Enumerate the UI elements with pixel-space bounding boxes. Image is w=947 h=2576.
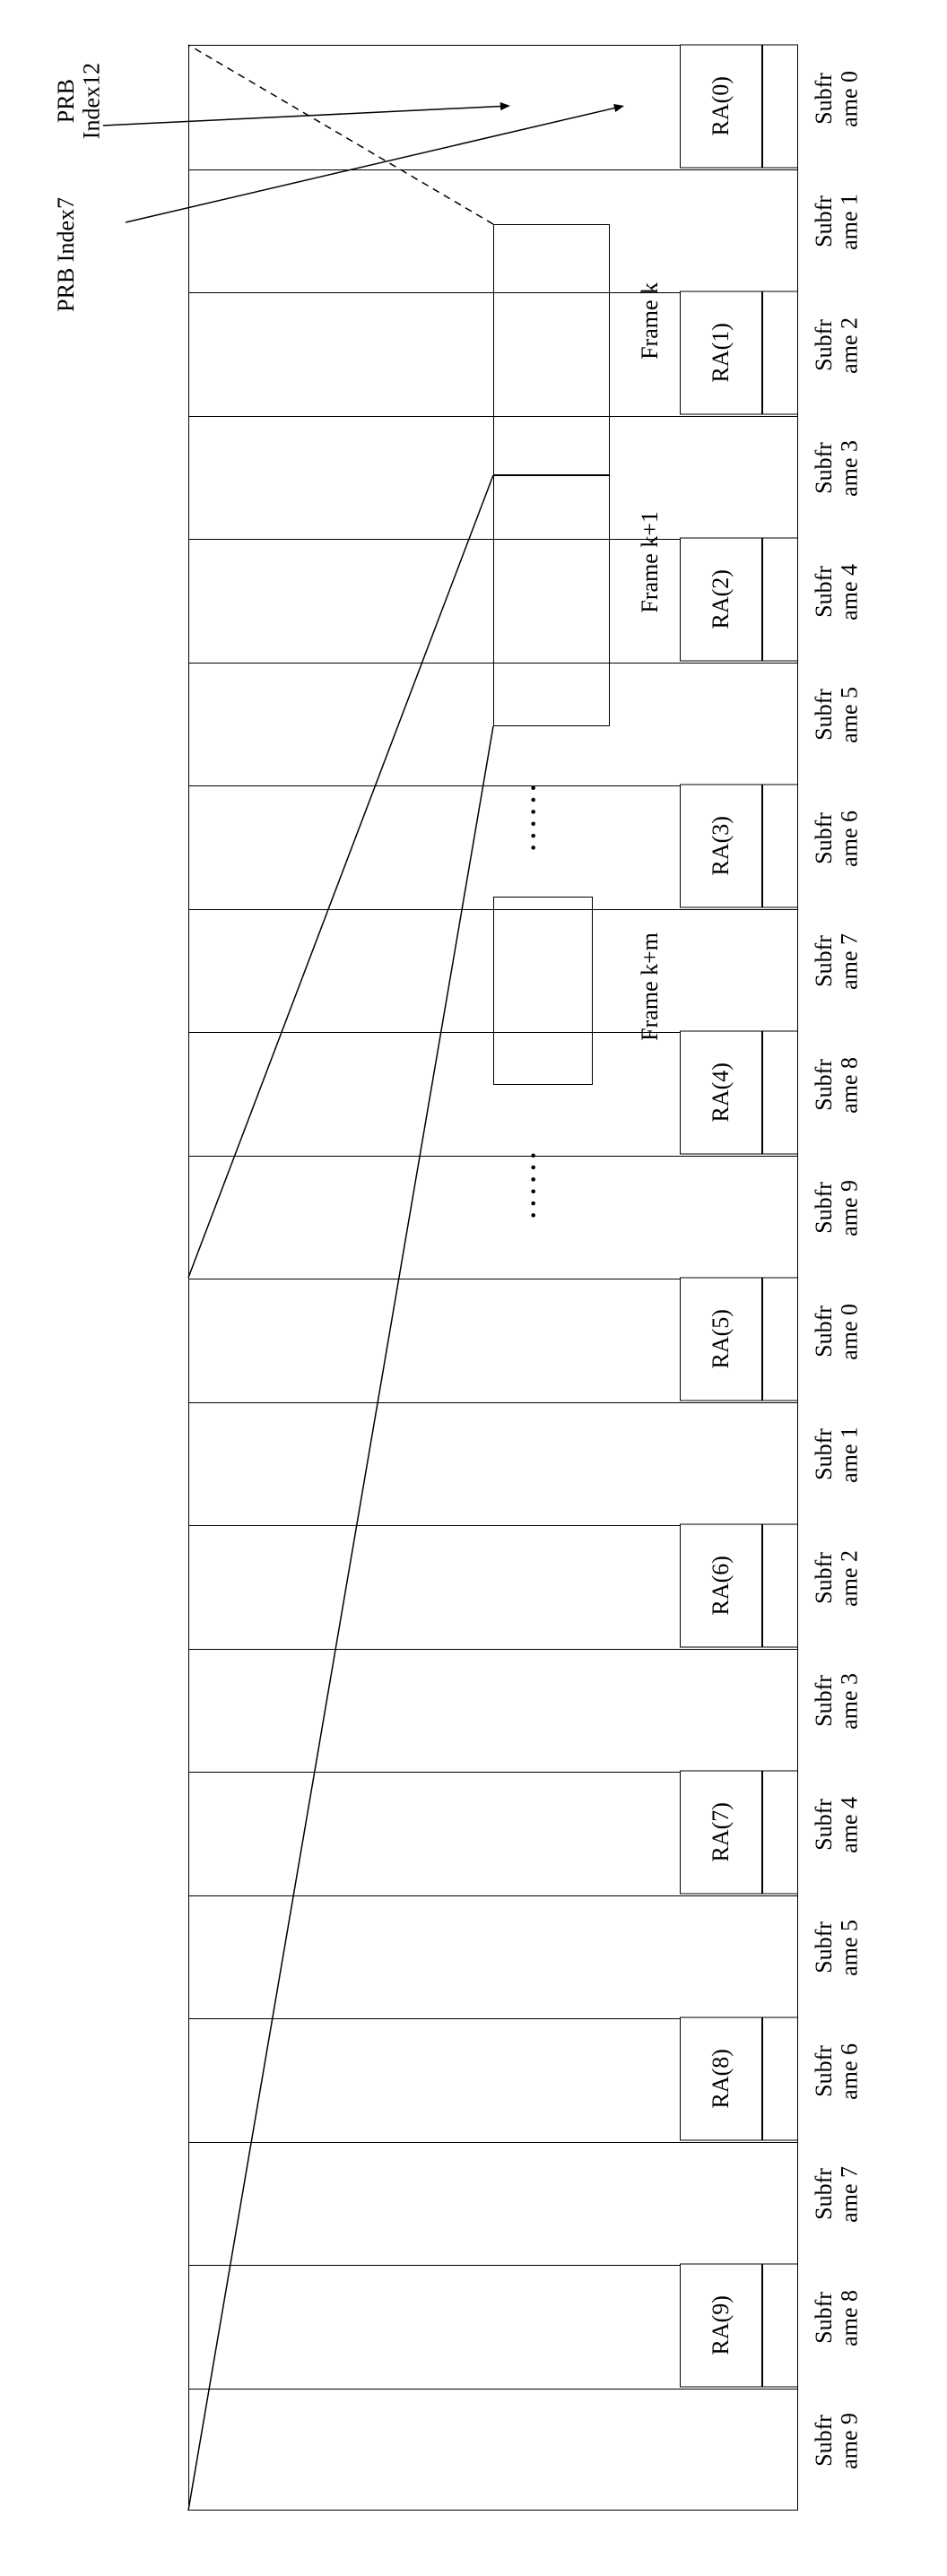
ra-slot: RA(3) <box>680 785 762 908</box>
subframe-label: Subfr ame 2 <box>812 1550 863 1607</box>
subframe-label: Subfr ame 4 <box>812 1797 863 1853</box>
subframe-label: Subfr ame 6 <box>812 2043 863 2100</box>
ra-slot: RA(2) <box>680 538 762 662</box>
subframe-label: Subfr ame 2 <box>812 317 863 374</box>
ra-slot: RA(9) <box>680 2264 762 2388</box>
subframe-label: Subfr ame 8 <box>812 1057 863 1114</box>
ra-slot: RA(7) <box>680 1771 762 1895</box>
subframe-label: Subfr ame 9 <box>812 1180 863 1236</box>
ra-slot: RA(8) <box>680 2017 762 2141</box>
subframe-label: Subfr ame 5 <box>812 1920 863 1976</box>
subframe-label: Subfr ame 3 <box>812 1673 863 1730</box>
ra-slot: RA(4) <box>680 1031 762 1155</box>
ra-slot: RA(6) <box>680 1524 762 1648</box>
subframe-label: Subfr ame 3 <box>812 440 863 497</box>
subframe-label: Subfr ame 9 <box>812 2413 863 2469</box>
ra-slot: RA(1) <box>680 291 762 415</box>
prb-label: PRB Index7 <box>54 197 80 312</box>
prb-label: PRB Index12 <box>54 63 105 139</box>
ra-slot: RA(0) <box>680 45 762 169</box>
subframe-label: Subfr ame 7 <box>812 933 863 990</box>
subframe-label: Subfr ame 0 <box>812 71 863 127</box>
subframe-label: Subfr ame 1 <box>812 194 863 250</box>
subframe-label: Subfr ame 6 <box>812 811 863 867</box>
subframe-label: Subfr ame 1 <box>812 1427 863 1483</box>
subframe-label: Subfr ame 8 <box>812 2290 863 2346</box>
subframe-label: Subfr ame 7 <box>812 2166 863 2223</box>
subframe-label: Subfr ame 4 <box>812 564 863 620</box>
ra-slot: RA(5) <box>680 1278 762 1401</box>
subframe-label: Subfr ame 0 <box>812 1304 863 1360</box>
subframe-label: Subfr ame 5 <box>812 687 863 743</box>
